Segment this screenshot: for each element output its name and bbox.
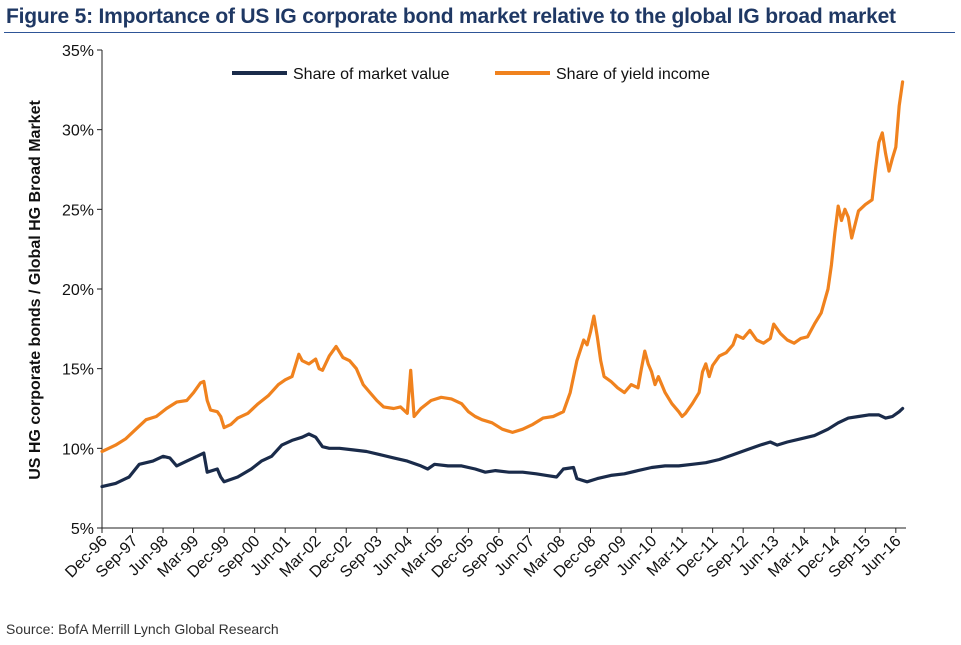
- legend: Share of market value Share of yield inc…: [232, 66, 710, 83]
- y-axis-ticks: 5% 10% 15% 20% 25% 30% 35%: [62, 43, 102, 538]
- source-note: Source: BofA Merrill Lynch Global Resear…: [6, 621, 279, 637]
- series-line-market-value: [100, 406, 905, 489]
- legend-label-yield-income: Share of yield income: [556, 66, 710, 83]
- y-tick-label: 5%: [71, 521, 94, 538]
- chart-axes: [101, 50, 906, 529]
- y-tick-label: 20%: [62, 282, 94, 299]
- y-tick-label: 30%: [62, 123, 94, 140]
- series-line-yield-income: [100, 80, 905, 454]
- series-lines: [100, 80, 905, 489]
- y-axis-label: US HG corporate bonds / Global HG Broad …: [27, 100, 44, 480]
- legend-label-market-value: Share of market value: [293, 66, 450, 83]
- title-divider: [4, 32, 955, 33]
- chart-title: Figure 5: Importance of US IG corporate …: [6, 5, 896, 28]
- y-tick-label: 10%: [62, 441, 94, 458]
- x-axis-ticks: Dec-96Sep-97Jun-98Mar-99Dec-99Sep-00Jun-…: [62, 528, 905, 581]
- y-tick-label: 35%: [62, 43, 94, 60]
- y-tick-label: 15%: [62, 362, 94, 379]
- y-tick-label: 25%: [62, 202, 94, 219]
